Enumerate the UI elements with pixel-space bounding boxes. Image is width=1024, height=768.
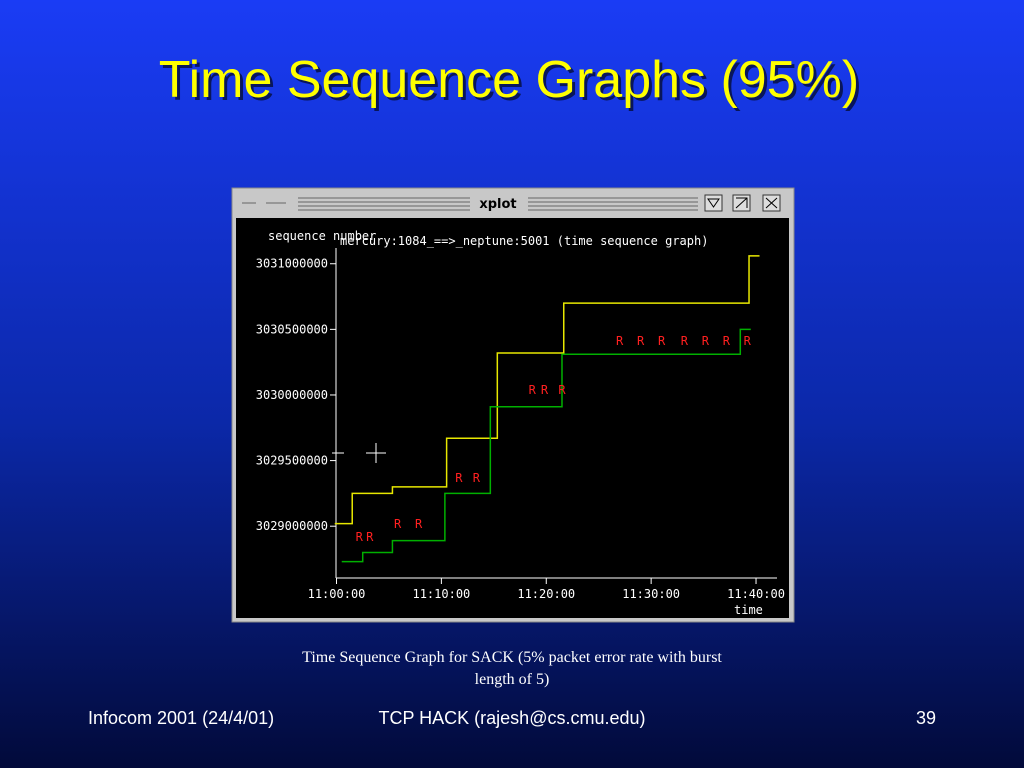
retransmission-marker: R	[455, 471, 463, 485]
window-button-icons	[707, 197, 778, 209]
retransmission-marker: R	[744, 334, 752, 348]
retransmission-marker: R	[637, 334, 645, 348]
title-shadow: Time Sequence Graphs (95%)	[162, 54, 862, 112]
retransmission-marker: R	[356, 530, 364, 544]
chart-title: mercury:1084_==>_neptune:5001 (time sequ…	[340, 234, 708, 248]
footer-center: TCP HACK (rajesh@cs.cmu.edu)	[378, 708, 645, 728]
y-tick-label: 3030500000	[256, 322, 328, 336]
y-tick-label: 3029500000	[256, 454, 328, 468]
minimize-button[interactable]	[704, 194, 723, 212]
x-tick-label: 11:20:00	[517, 587, 575, 601]
footer-right: 39	[916, 708, 936, 728]
title-bar-lines	[242, 197, 698, 211]
series-line	[341, 328, 751, 563]
plot-background	[236, 218, 789, 618]
retransmission-marker: R	[473, 471, 481, 485]
retransmission-marker: R	[702, 334, 710, 348]
crosshair	[332, 443, 386, 463]
x-axis-label: time	[734, 603, 763, 617]
series-line	[334, 255, 760, 525]
retransmission-marker: R	[541, 383, 549, 397]
retransmission-marker: R	[394, 517, 402, 531]
caption: Time Sequence Graph for SACK (5% packet …	[302, 649, 722, 666]
retransmission-marker: R	[415, 517, 423, 531]
retransmission-marker: R	[366, 530, 374, 544]
x-tick-label: 11:30:00	[622, 587, 680, 601]
retransmission-marker: R	[529, 383, 537, 397]
y-tick-label: 3029000000	[256, 519, 328, 533]
window-title: xplot	[479, 197, 516, 212]
footer-left: Infocom 2001 (24/4/01)	[88, 708, 274, 728]
caption: length of 5)	[475, 671, 550, 688]
x-tick-label: 11:10:00	[412, 587, 470, 601]
retransmission-marker: R	[616, 334, 624, 348]
slide-title: Time Sequence Graphs (95%)	[159, 51, 859, 109]
plot: sequence number mercury:1084_==>_neptune…	[256, 229, 785, 617]
y-tick-label: 3030000000	[256, 388, 328, 402]
retransmission-marker: R	[723, 334, 731, 348]
retransmission-marker: R	[681, 334, 689, 348]
x-tick-label: 11:40:00	[727, 587, 785, 601]
retransmission-marker: R	[658, 334, 666, 348]
y-axis-label: sequence number	[268, 229, 376, 243]
y-tick-label: 3031000000	[256, 257, 328, 271]
retransmission-marker: R	[558, 383, 566, 397]
x-tick-label: 11:00:00	[308, 587, 366, 601]
